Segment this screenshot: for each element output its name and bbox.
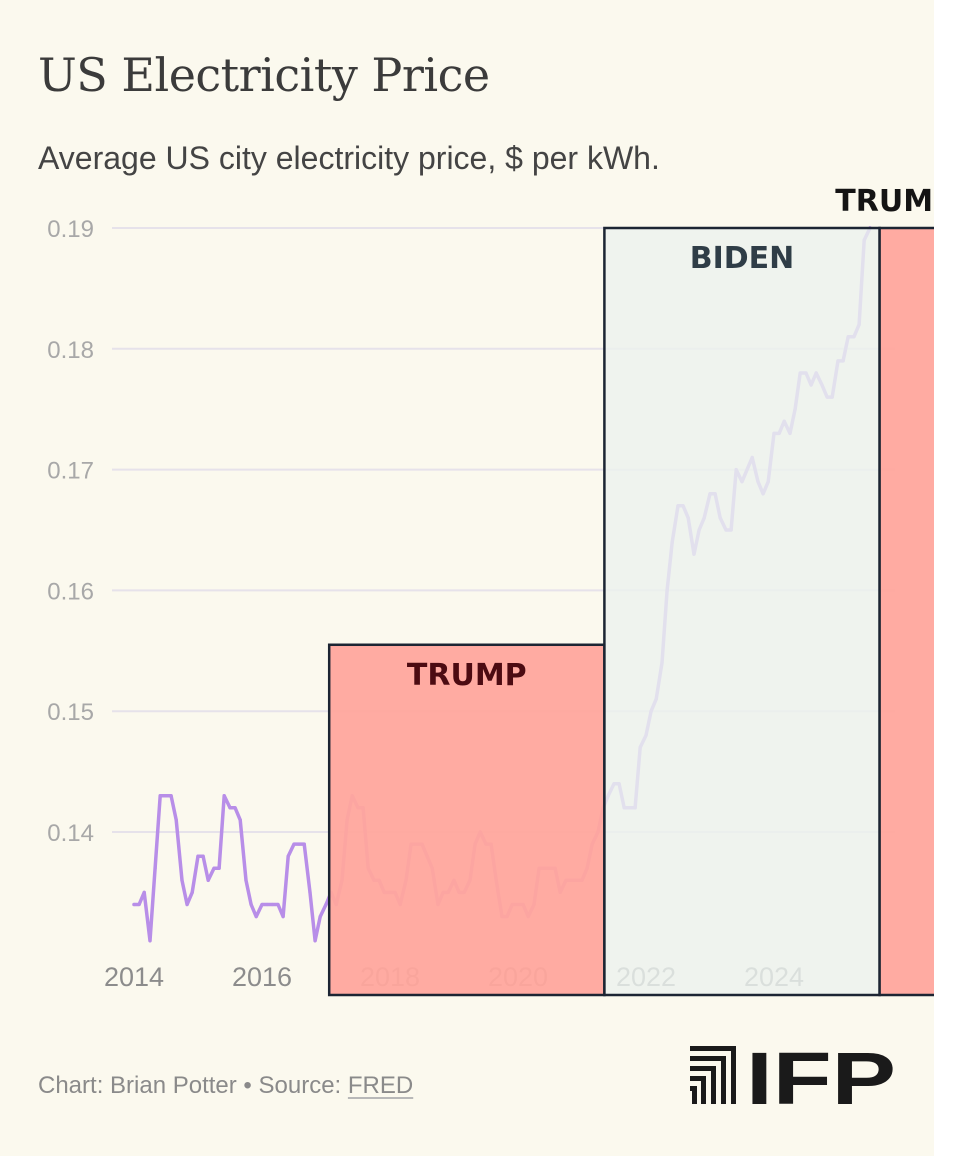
data-point — [297, 842, 301, 846]
data-point — [276, 902, 280, 907]
data-point — [270, 902, 274, 907]
data-point — [180, 878, 184, 882]
data-point — [196, 854, 200, 858]
data-point — [137, 902, 141, 907]
data-point — [217, 866, 221, 870]
data-point — [169, 794, 173, 798]
chart-title: US Electricity Price — [38, 48, 490, 102]
data-point — [302, 842, 306, 846]
data-point — [233, 806, 237, 810]
y-tick-label: 0.18 — [47, 337, 94, 364]
data-point — [132, 902, 136, 907]
data-point — [158, 794, 162, 798]
data-point — [238, 818, 242, 822]
data-point — [148, 939, 152, 943]
ifp-logo-mark-icon — [690, 1046, 736, 1104]
era-band — [878, 226, 934, 997]
source-link[interactable]: FRED — [347, 1072, 414, 1099]
data-point — [281, 914, 285, 919]
data-point — [222, 794, 226, 798]
data-point — [201, 854, 205, 858]
data-point — [212, 866, 216, 870]
y-tick-label: 0.15 — [47, 699, 94, 726]
data-point — [308, 890, 312, 895]
era-label: TRUMP — [835, 184, 934, 219]
chart-footer: Chart: Brian Potter • Source: FRED — [38, 1072, 413, 1100]
y-tick-label: 0.14 — [47, 820, 94, 847]
y-tick-label: 0.19 — [47, 216, 94, 243]
era-label: BIDEN — [690, 241, 795, 276]
data-point — [286, 854, 290, 858]
ifp-logo-text: IFP — [746, 1042, 896, 1108]
chart-credit: Chart: Brian Potter — [38, 1072, 237, 1099]
data-point — [254, 914, 258, 919]
era-band — [327, 643, 606, 997]
era-bands — [327, 226, 934, 997]
data-point — [318, 914, 322, 919]
ifp-logo: IFP — [690, 1042, 896, 1108]
data-point — [313, 939, 317, 943]
y-axis-ticks: 0.19 0.18 0.17 0.16 0.15 0.14 — [47, 216, 94, 847]
data-point — [249, 902, 253, 907]
data-point — [174, 818, 178, 822]
era-labels: TRUMP BIDEN TRUMP — [407, 184, 934, 693]
data-point — [292, 842, 296, 846]
era-band — [603, 226, 881, 997]
source-prefix: Source: — [258, 1072, 342, 1099]
y-tick-label: 0.16 — [47, 578, 94, 605]
y-tick-label: 0.17 — [47, 458, 94, 485]
footer-separator: • — [243, 1072, 252, 1099]
chart-card: US Electricity Price Average US city ele… — [0, 0, 934, 1156]
data-point — [142, 890, 146, 895]
x-tick-label: 2016 — [232, 962, 292, 992]
data-point — [260, 902, 264, 907]
data-point — [185, 902, 189, 907]
data-point — [244, 878, 248, 882]
chart-subtitle: Average US city electricity price, $ per… — [38, 140, 660, 176]
chart-svg: 0.190.180.170.160.150.14 201420162018202… — [47, 184, 934, 997]
x-tick-label: 2014 — [104, 962, 164, 992]
data-point — [190, 890, 194, 895]
data-point — [324, 902, 328, 907]
data-point — [265, 902, 269, 907]
data-point — [164, 794, 168, 798]
data-point — [153, 866, 157, 870]
data-point — [206, 878, 210, 882]
era-label: TRUMP — [407, 658, 527, 693]
data-point — [228, 806, 232, 810]
